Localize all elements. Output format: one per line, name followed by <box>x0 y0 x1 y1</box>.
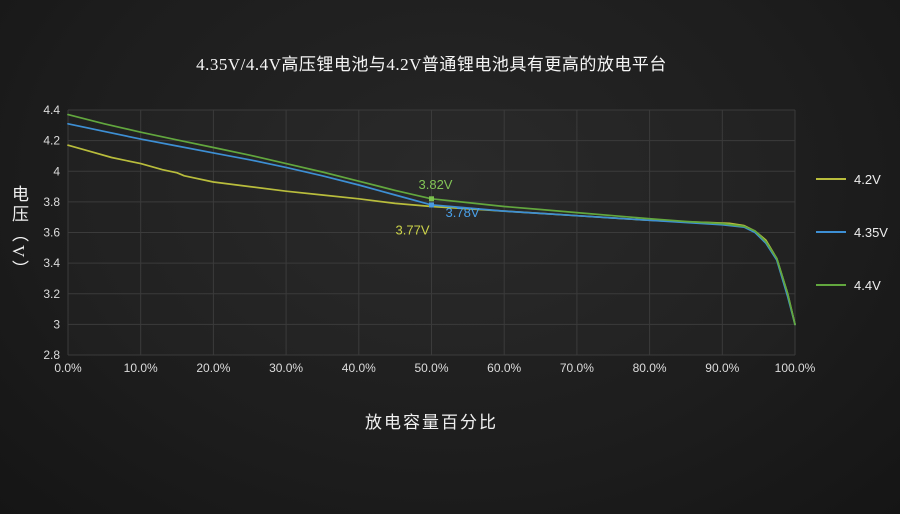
svg-text:4.4: 4.4 <box>43 103 60 117</box>
legend-label-4-4v: 4.4V <box>854 277 881 293</box>
svg-text:3.77V: 3.77V <box>396 222 430 237</box>
svg-text:3.2: 3.2 <box>43 287 60 301</box>
svg-text:3.4: 3.4 <box>43 256 60 270</box>
chart-legend: 4.2V 4.35V 4.4V <box>816 168 888 327</box>
svg-text:3.82V: 3.82V <box>419 177 453 192</box>
svg-text:3: 3 <box>53 317 60 331</box>
chart-title: 4.35V/4.4V高压锂电池与4.2V普通锂电池具有更高的放电平台 <box>196 55 667 74</box>
svg-text:40.0%: 40.0% <box>342 361 376 375</box>
svg-text:0.0%: 0.0% <box>54 361 82 375</box>
legend-swatch-4-2v <box>816 178 846 180</box>
svg-text:2.8: 2.8 <box>43 348 60 362</box>
legend-swatch-4-4v <box>816 284 846 286</box>
svg-text:50.0%: 50.0% <box>414 361 448 375</box>
y-axis-label: 电压（V） <box>9 184 28 281</box>
svg-text:90.0%: 90.0% <box>705 361 739 375</box>
svg-text:70.0%: 70.0% <box>560 361 594 375</box>
svg-text:20.0%: 20.0% <box>196 361 230 375</box>
svg-text:60.0%: 60.0% <box>487 361 521 375</box>
svg-text:3.8: 3.8 <box>43 195 60 209</box>
legend-label-4-2v: 4.2V <box>854 171 881 187</box>
legend-swatch-4-35v <box>816 231 846 233</box>
svg-text:80.0%: 80.0% <box>633 361 667 375</box>
svg-text:3.6: 3.6 <box>43 226 60 240</box>
svg-text:30.0%: 30.0% <box>269 361 303 375</box>
svg-text:4.2: 4.2 <box>43 134 60 148</box>
x-axis-label: 放电容量百分比 <box>365 413 498 432</box>
legend-entry-4-2v: 4.2V <box>816 168 888 190</box>
svg-text:4: 4 <box>53 164 60 178</box>
svg-text:10.0%: 10.0% <box>124 361 158 375</box>
svg-text:100.0%: 100.0% <box>775 361 816 375</box>
svg-text:3.78V: 3.78V <box>446 205 480 220</box>
legend-entry-4-4v: 4.4V <box>816 274 888 296</box>
legend-label-4-35v: 4.35V <box>854 224 888 240</box>
legend-entry-4-35v: 4.35V <box>816 221 888 243</box>
